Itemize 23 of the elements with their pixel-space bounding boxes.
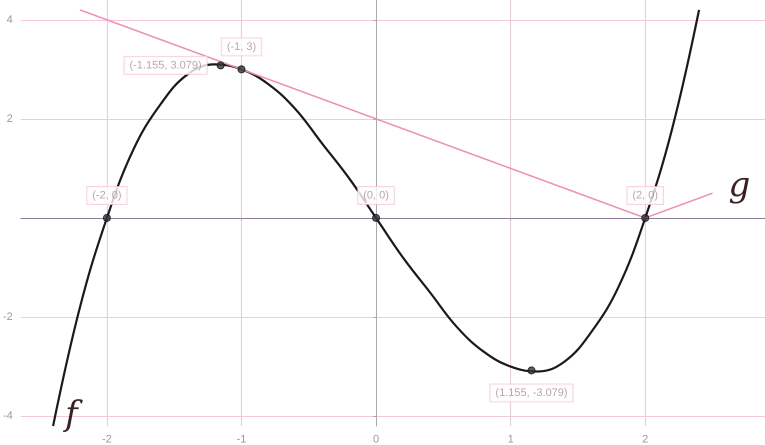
- point: [102, 214, 111, 222]
- data-label: (1.155, -3.079): [495, 386, 568, 399]
- x-tick-label: -2: [102, 434, 112, 445]
- point: [216, 61, 225, 70]
- series-label: g: [728, 165, 750, 206]
- data-label: (-1.155, 3.079): [129, 59, 202, 72]
- point: [372, 214, 380, 222]
- data-label: (2, 0): [632, 189, 658, 202]
- y-tick-label: 2: [6, 112, 13, 125]
- point: [641, 214, 650, 222]
- data-label: (-1, 3): [226, 40, 256, 53]
- y-tick-label: -2: [3, 311, 13, 324]
- point: [528, 366, 536, 374]
- x-tick-label: 1: [508, 434, 514, 445]
- y-tick-label: -4: [3, 410, 13, 422]
- y-tick-label: 4: [6, 14, 13, 26]
- point: [237, 65, 246, 74]
- x-tick-label: 2: [642, 434, 648, 445]
- series-label: f: [62, 394, 84, 434]
- x-tick-label: -1: [236, 434, 246, 445]
- data-label: (-2, 0): [92, 189, 122, 202]
- x-tick-label: 0: [373, 434, 380, 445]
- data-label: (0, 0): [363, 189, 389, 202]
